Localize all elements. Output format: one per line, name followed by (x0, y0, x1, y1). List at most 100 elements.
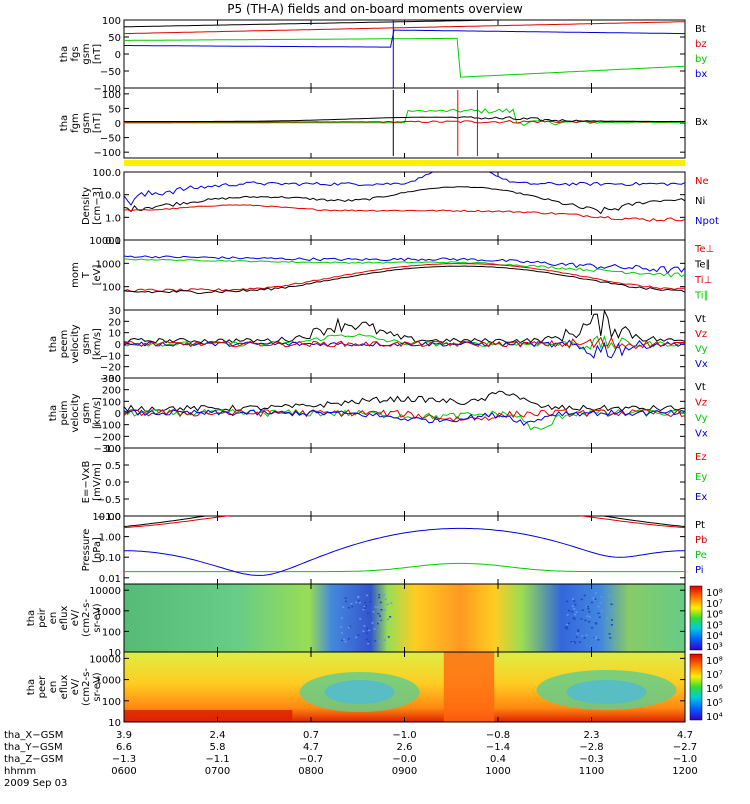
y-tick-label: 10.00 (92, 512, 121, 523)
y-tick-label: 0 (115, 340, 121, 351)
legend-efield-2: Ex (695, 492, 707, 503)
y-tick-label: 10000 (89, 586, 121, 597)
spectrogram-band (443, 652, 495, 722)
spectrogram-speck (378, 593, 381, 596)
ylabel-line: eflux (59, 606, 70, 631)
y-tick-label: 1.0 (105, 444, 121, 455)
spectrogram-speck (374, 606, 377, 608)
xaxis-value: −0.3 (579, 754, 603, 765)
y-tick-label: 1000 (96, 259, 121, 270)
spectrogram-speck (379, 622, 382, 624)
colorbar-tick-label: 10⁵ (706, 698, 723, 709)
spectrogram-speck (577, 630, 580, 633)
y-tick-label: −100 (94, 84, 121, 95)
panel-fgs: tha fgs gsm [nT] 100 50 0 −50 −100 Bt bz by bx (59, 16, 707, 95)
xaxis-row-label: hhmm (4, 766, 36, 777)
ylabel-line: peir (37, 607, 48, 627)
trace-Ti-blue (124, 255, 685, 275)
spectrogram-speck (367, 641, 370, 643)
spectrogram-speck (584, 619, 587, 622)
xaxis-value: −0.7 (299, 754, 323, 765)
spectrogram-speck (606, 617, 609, 620)
spectrogram-speck (365, 632, 368, 634)
legend-peem-velocity-3: Vx (695, 359, 708, 370)
y-tick-label: 0.01 (99, 574, 121, 585)
traces-density (124, 172, 685, 222)
panel-pressure: Pressure [nPa] 10.00 1.00 0.10 0.01 Pt Pb Pe Pi (81, 512, 707, 585)
spectrogram-speck (574, 603, 577, 606)
legend-efield-1: Ey (695, 472, 707, 483)
spectrogram-speck (376, 606, 379, 608)
spectrogram-speck (573, 640, 576, 643)
panel-status-bar (124, 160, 685, 166)
spectrogram-speck (350, 603, 353, 605)
y-tick-label: 0.1 (105, 236, 121, 247)
legend-temperature-0: Te⊥ (694, 244, 714, 255)
traces-peim-velocity (124, 390, 685, 431)
spectrogram-speck (580, 618, 583, 620)
spectrogram-speck (572, 598, 575, 600)
spectrogram-speck (347, 626, 350, 629)
xaxis-value: 0.4 (490, 754, 506, 765)
spectrogram-speck (373, 628, 376, 630)
y-tick-label: 10000 (89, 236, 121, 247)
ylabel-line: tha (59, 46, 70, 62)
ylabel-line: tha (26, 610, 37, 626)
spectrogram-speck (389, 616, 392, 618)
spectrogram-speck (344, 641, 347, 643)
ylabel-line: velocity (70, 393, 81, 432)
legend-density-0: Ne (695, 176, 709, 187)
y-tick-label: −300 (94, 444, 121, 455)
spectrogram-speck (608, 594, 611, 597)
panel-frame (123, 515, 686, 585)
date-label: 2009 Sep 03 (4, 778, 67, 789)
spectrogram-speck (378, 622, 381, 625)
ylabel-line: peem (59, 330, 70, 358)
traces-fgs (124, 20, 685, 88)
ylabel-line: mom (70, 262, 81, 288)
spectrogram-speck (386, 603, 389, 606)
legend-density-1: Ni (695, 196, 705, 207)
spectrogram-speck (383, 609, 386, 611)
panel-frame (123, 239, 686, 311)
ylabel-line: gsm (81, 112, 92, 133)
spectrogram-speck (341, 639, 344, 642)
xaxis-value: 4.7 (303, 742, 319, 753)
xaxis-value: 2.6 (397, 742, 413, 753)
spectrogram-speck (594, 636, 597, 638)
panel-frame (123, 447, 686, 517)
legend-fgs-0: Bt (695, 24, 706, 35)
ylabel-line: [nT] (92, 44, 103, 64)
ylabel-line: (cm2-s- (81, 668, 92, 706)
legend-peim-velocity-3: Vx (695, 429, 708, 440)
xaxis-value: 6.6 (116, 742, 132, 753)
xaxis-value: 0800 (298, 766, 323, 777)
spectrogram-speck (340, 632, 343, 634)
spectrogram-speck (571, 610, 574, 613)
xaxis-value: 0600 (111, 766, 136, 777)
spectrogram-speck (610, 603, 613, 606)
spectrogram-speck (573, 618, 576, 620)
spectrogram-speck (362, 630, 365, 632)
legend-pressure-1: Pb (695, 535, 707, 546)
spectrogram-speck (355, 636, 358, 639)
y-tick-label: −200 (94, 432, 121, 443)
ylabel-line: en (48, 681, 59, 694)
y-tick-label: −1.0 (97, 512, 121, 523)
spectrogram-speck (363, 605, 366, 608)
y-tick-label: −100 (94, 148, 121, 159)
xaxis-row-label: tha_Z−GSM (4, 754, 63, 765)
xaxis-value: 1000 (485, 766, 510, 777)
spectrogram-speck (364, 601, 367, 604)
y-tick-label: −100 (94, 421, 121, 432)
spectrogram-speck (345, 600, 348, 603)
y-tick-label: −50 (100, 134, 121, 145)
spectrogram-blob (566, 680, 647, 704)
xaxis-row-label: tha_Y−GSM (4, 742, 63, 753)
ylabel-line: gsm (81, 402, 92, 423)
xaxis-value: 1200 (672, 766, 697, 777)
spectrogram-speck (586, 605, 589, 608)
y-tick-label: 1000 (96, 607, 121, 618)
ylabel-line: T (81, 271, 92, 279)
